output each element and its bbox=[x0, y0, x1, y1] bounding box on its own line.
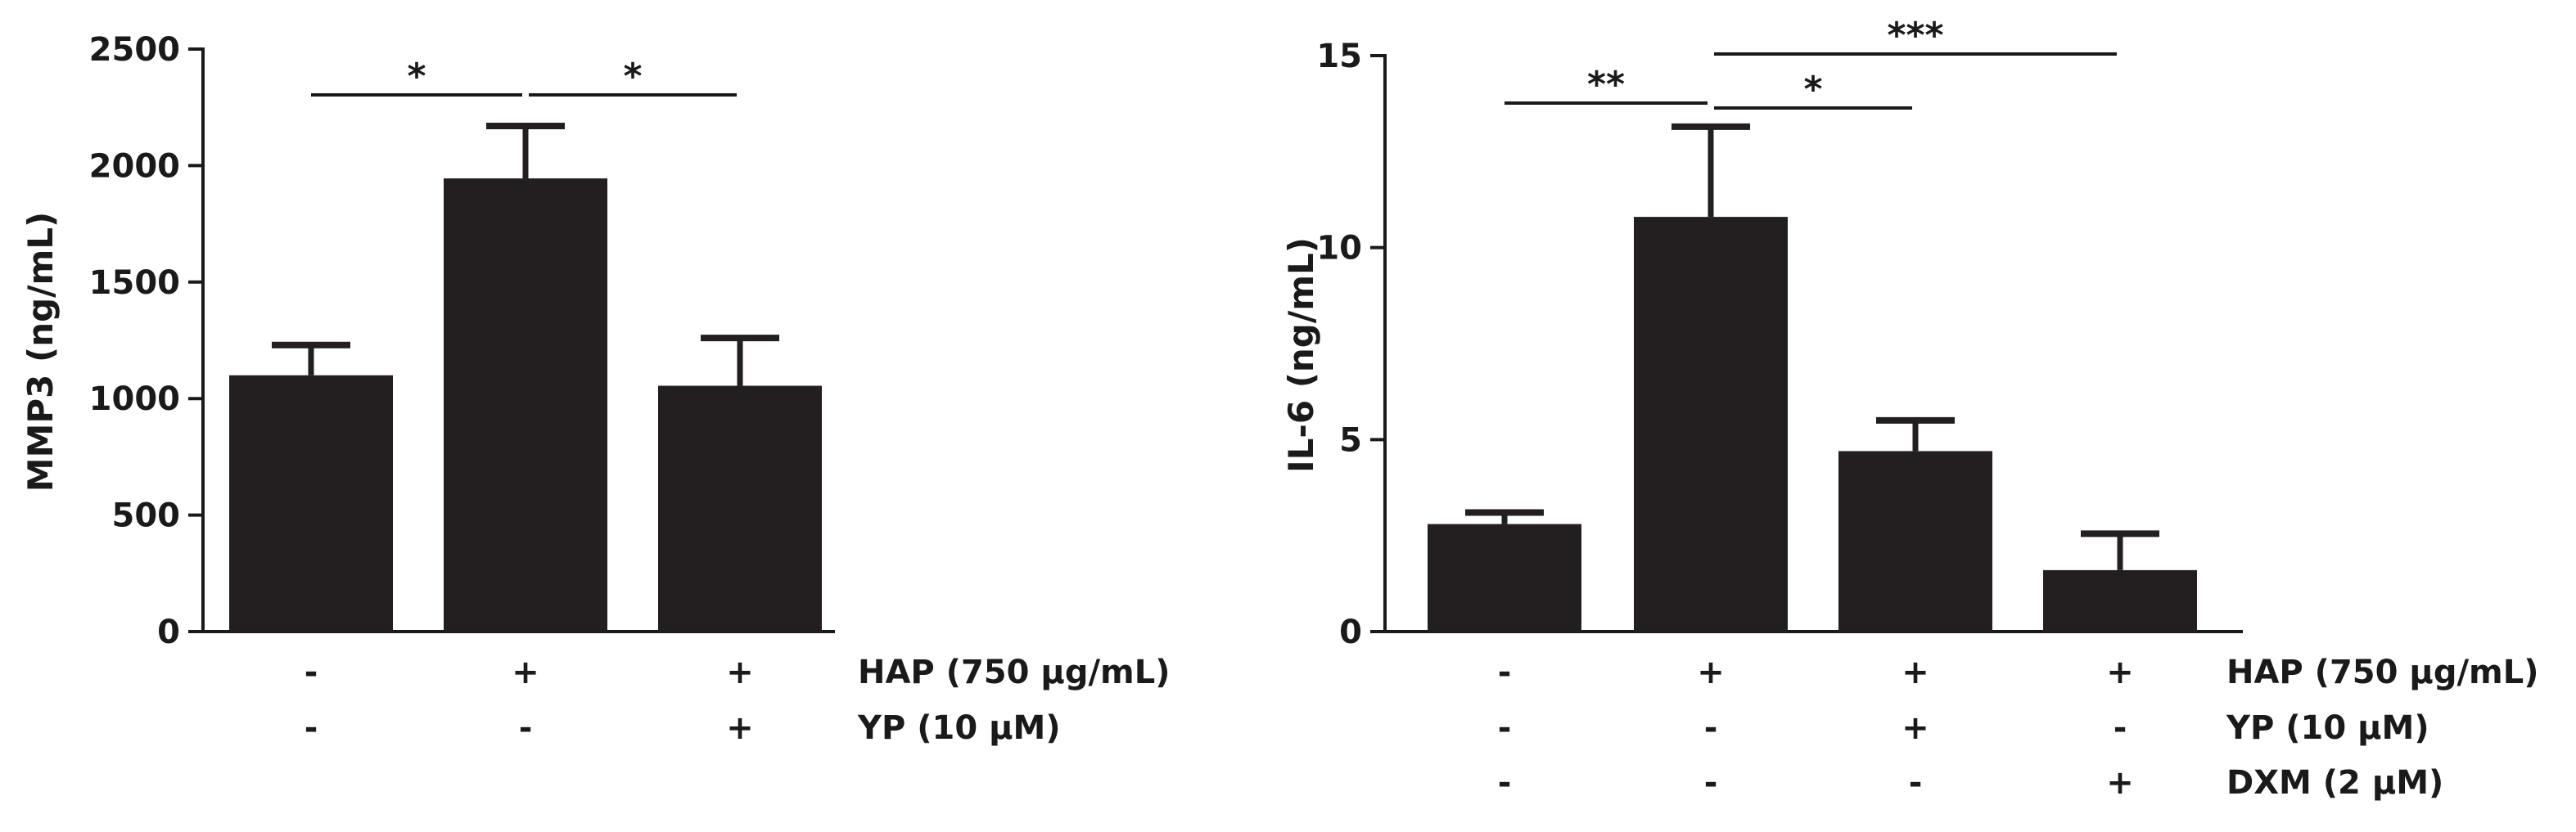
significance-label: * bbox=[1803, 69, 1822, 110]
bar bbox=[1838, 451, 1992, 632]
significance-label: *** bbox=[1887, 15, 1943, 56]
condition-sign: - bbox=[2114, 709, 2127, 747]
y-tick-label: 15 bbox=[1316, 38, 1362, 75]
bar bbox=[1428, 524, 1581, 632]
condition-sign: - bbox=[1704, 764, 1718, 802]
condition-sign: - bbox=[305, 709, 318, 747]
bar bbox=[229, 375, 393, 632]
y-axis-label: IL-6 (ng/mL) bbox=[1281, 237, 1321, 473]
condition-sign: - bbox=[1498, 709, 1512, 747]
y-tick-label: 2000 bbox=[89, 147, 180, 185]
condition-sign: - bbox=[1498, 764, 1512, 802]
condition-label: HAP (750 µg/mL) bbox=[2226, 654, 2539, 691]
y-tick-label: 500 bbox=[112, 497, 181, 535]
y-tick-label: 1500 bbox=[89, 264, 180, 302]
significance-label: * bbox=[623, 56, 642, 97]
y-tick-label: 10 bbox=[1316, 230, 1362, 268]
condition-sign: + bbox=[1902, 709, 1929, 747]
bar bbox=[444, 178, 607, 632]
condition-sign: + bbox=[512, 654, 539, 691]
y-tick-label: 0 bbox=[157, 614, 180, 651]
condition-sign: + bbox=[1697, 654, 1725, 691]
condition-sign: + bbox=[726, 654, 754, 691]
condition-sign: - bbox=[1498, 654, 1512, 691]
condition-sign: + bbox=[2106, 654, 2134, 691]
y-tick-label: 0 bbox=[1339, 614, 1362, 651]
significance-label: ** bbox=[1587, 64, 1625, 106]
condition-sign: + bbox=[1902, 654, 1929, 691]
condition-label: YP (10 µM) bbox=[2226, 709, 2429, 747]
condition-sign: + bbox=[2106, 764, 2134, 802]
y-tick-label: 5 bbox=[1339, 421, 1362, 459]
bar bbox=[2043, 569, 2197, 632]
condition-sign: - bbox=[1909, 764, 1923, 802]
y-axis-label: MMP3 (ng/mL) bbox=[20, 212, 61, 492]
significance-label: * bbox=[407, 56, 426, 97]
mmp3-chart: 0 500 1000 1500 2000 2500 MMP3 (ng/mL) * * - + + HAP… bbox=[20, 31, 1171, 747]
y-tick-label: 2500 bbox=[89, 31, 180, 69]
condition-sign: - bbox=[519, 709, 533, 747]
y-tick-label: 1000 bbox=[89, 380, 180, 418]
condition-label: HAP (750 µg/mL) bbox=[858, 654, 1171, 691]
bar bbox=[658, 385, 822, 632]
condition-sign: - bbox=[305, 654, 318, 691]
condition-sign: + bbox=[726, 709, 754, 747]
condition-sign: - bbox=[1704, 709, 1718, 747]
bar bbox=[1634, 217, 1788, 632]
condition-label: DXM (2 µM) bbox=[2226, 764, 2443, 802]
condition-label: YP (10 µM) bbox=[857, 709, 1061, 747]
